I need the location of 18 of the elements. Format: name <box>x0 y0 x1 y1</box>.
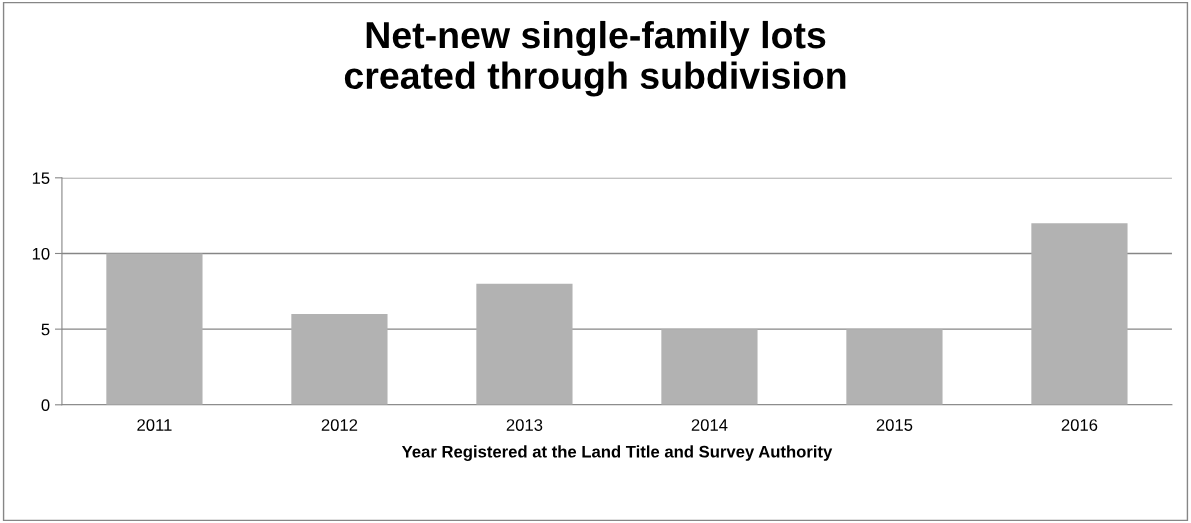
y-tick-label: 5 <box>41 323 50 336</box>
x-tick-label: 2013 <box>506 419 543 431</box>
x-tick-label: 2011 <box>137 419 172 431</box>
bar <box>106 253 203 405</box>
y-tick-label: 0 <box>41 399 50 412</box>
bar <box>846 329 943 405</box>
chart-title: Net-new single-family lots created through subdivision <box>344 20 846 97</box>
x-tick-label: 2016 <box>1061 419 1098 431</box>
x-axis-title: Year Registered at the Land Title and Survey Authority <box>401 445 833 461</box>
bar <box>661 329 758 405</box>
bar <box>291 314 388 405</box>
bar <box>476 283 573 405</box>
bar <box>1031 223 1128 405</box>
x-tick-label: 2012 <box>321 419 358 431</box>
y-tick-label: 15 <box>32 172 50 185</box>
x-tick-label: 2014 <box>691 419 728 431</box>
y-tick-label: 10 <box>32 247 50 260</box>
x-tick-label: 2015 <box>876 419 913 431</box>
